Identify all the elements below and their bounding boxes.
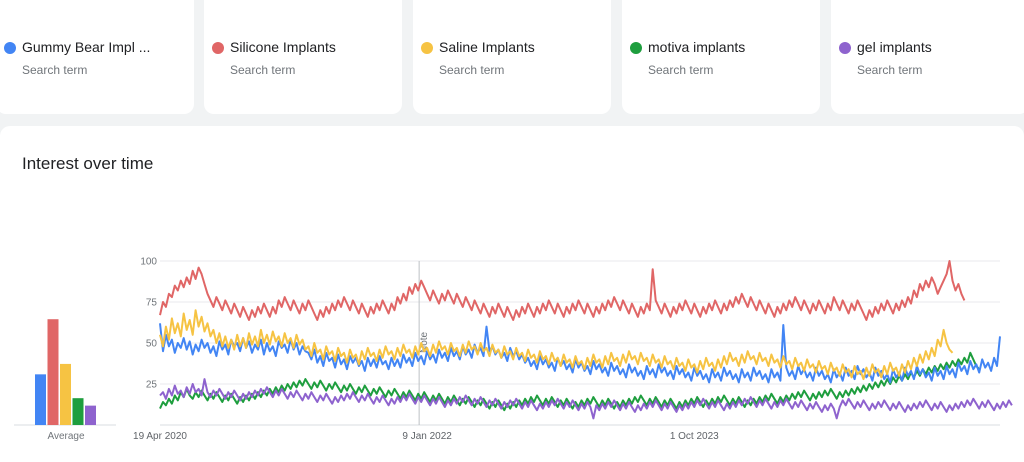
search-term-subtitle: Search term [230, 63, 296, 77]
y-tick-label: 75 [146, 298, 158, 309]
y-tick-label: 100 [140, 257, 157, 268]
average-bar-2[interactable] [60, 363, 71, 425]
average-bar-4[interactable] [85, 405, 96, 425]
y-tick-label: 25 [146, 380, 158, 391]
series-color-dot [212, 42, 224, 54]
search-term-name: Gummy Bear Impl ... [22, 39, 151, 55]
search-term-subtitle: Search term [648, 63, 714, 77]
annotation-label[interactable]: Note [419, 331, 430, 353]
series-color-dot [4, 42, 16, 54]
series-line-1[interactable] [159, 260, 966, 321]
search-term-subtitle: Search term [439, 63, 505, 77]
series-line-2[interactable] [159, 309, 954, 381]
interest-line-chart: 25 50 75 100 19 Apr 2020 9 Jan 2022 1 Oct 202… [133, 257, 1013, 442]
interest-over-time-card: Interest over time Average 25 50 75 100 19 … [0, 126, 1024, 462]
section-title: Interest over time [22, 154, 154, 173]
search-term-name: motiva implants [648, 39, 746, 55]
search-term-name: Saline Implants [439, 39, 535, 55]
average-bar-3[interactable] [72, 398, 84, 425]
series-color-dot [839, 42, 851, 54]
search-term-card-gummy-bear[interactable]: Gummy Bear Impl ... Search term [0, 0, 194, 114]
x-tick-label: 9 Jan 2022 [402, 431, 452, 442]
series-color-dot [630, 42, 642, 54]
average-bar-1[interactable] [47, 319, 59, 425]
search-term-card-saline[interactable]: Saline Implants Search term [413, 0, 611, 114]
y-tick-label: 50 [146, 339, 158, 350]
search-term-name: gel implants [857, 39, 932, 55]
search-term-card-motiva[interactable]: motiva implants Search term [622, 0, 820, 114]
average-bar-0[interactable] [35, 374, 46, 425]
search-term-card-silicone[interactable]: Silicone Implants Search term [204, 0, 402, 114]
search-term-card-gel[interactable]: gel implants Search term [831, 0, 1024, 114]
series-line-3[interactable] [159, 351, 980, 412]
x-tick-label: 19 Apr 2020 [133, 431, 187, 442]
search-term-subtitle: Search term [857, 63, 923, 77]
average-bar-chart: Average [14, 319, 116, 442]
series-line-4[interactable] [159, 378, 1013, 420]
x-tick-label: 1 Oct 2023 [670, 431, 719, 442]
search-term-name: Silicone Implants [230, 39, 336, 55]
average-label: Average [47, 431, 85, 442]
series-color-dot [421, 42, 433, 54]
series-line-0[interactable] [159, 323, 1001, 384]
search-term-subtitle: Search term [22, 63, 88, 77]
search-terms-row: Gummy Bear Impl ... Search term Silicone… [0, 0, 1024, 116]
